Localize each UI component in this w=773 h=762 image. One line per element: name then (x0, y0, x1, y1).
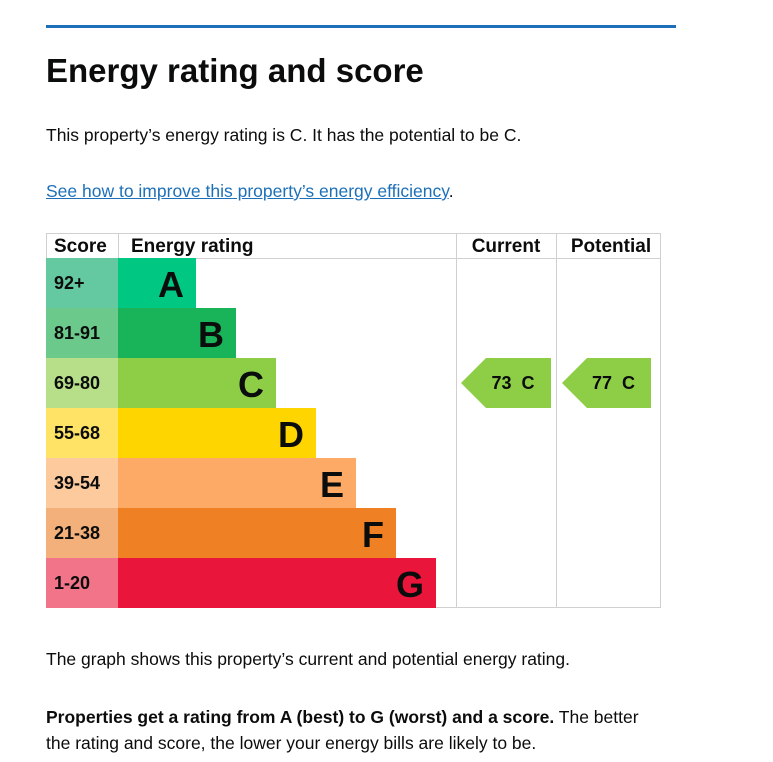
rating-note-bold: Properties get a rating from A (best) to… (46, 707, 555, 727)
score-label-F: 21-38 (54, 523, 100, 543)
top-rule (46, 25, 676, 28)
score-label-B: 81-91 (54, 323, 100, 343)
rating-bar-B (118, 308, 236, 358)
improve-paragraph: See how to improve this property’s energ… (46, 181, 454, 202)
link-suffix: . (448, 181, 454, 201)
potential-rating-arrow (562, 358, 651, 408)
rating-bar-A (118, 258, 196, 308)
rating-letter-F: F (362, 514, 384, 555)
score-cell-A (46, 258, 118, 308)
score-cell-D (46, 408, 118, 458)
score-cell-C (46, 358, 118, 408)
energy-rating-chart: Score Energy rating Current Potential 92+ A 81… (46, 233, 661, 608)
score-label-C: 69-80 (54, 373, 100, 393)
intro-text: This property’s energy rating is C. It h… (46, 125, 522, 145)
score-cell-E (46, 458, 118, 508)
potential-rating-label: 77 C (592, 373, 635, 393)
score-cell-G (46, 558, 118, 608)
rating-letter-E: E (320, 464, 344, 505)
header-potential: Potential (571, 236, 651, 257)
rating-letter-D: D (278, 414, 304, 455)
rating-bar-G (118, 558, 436, 608)
rating-letter-G: G (396, 564, 424, 605)
caption-text: The graph shows this property’s current … (46, 649, 571, 669)
rating-letter-B: B (198, 314, 224, 355)
score-label-A: 92+ (54, 273, 85, 293)
score-label-D: 55-68 (54, 423, 100, 443)
score-label-G: 1-20 (54, 573, 90, 593)
current-rating-label: 73 C (491, 373, 534, 393)
score-cell-F (46, 508, 118, 558)
rating-letter-A: A (158, 264, 184, 305)
current-rating-arrow (461, 358, 551, 408)
rating-bar-C (118, 358, 276, 408)
rating-bar-F (118, 508, 396, 558)
improve-link[interactable]: See how to improve this property’s energ… (46, 181, 449, 201)
rating-bar-E (118, 458, 356, 508)
rating-bar-D (118, 408, 316, 458)
rating-note-rest: The better the rating and score, the low… (46, 707, 639, 753)
score-label-E: 39-54 (54, 473, 100, 493)
header-current: Current (472, 236, 541, 257)
rating-note: Properties get a rating from A (best) to… (46, 704, 666, 756)
rating-letter-C: C (238, 364, 264, 405)
page-title: Energy rating and score (46, 52, 424, 89)
score-cell-B (46, 308, 118, 358)
header-energy-rating: Energy rating (131, 236, 253, 257)
header-score: Score (54, 236, 107, 257)
